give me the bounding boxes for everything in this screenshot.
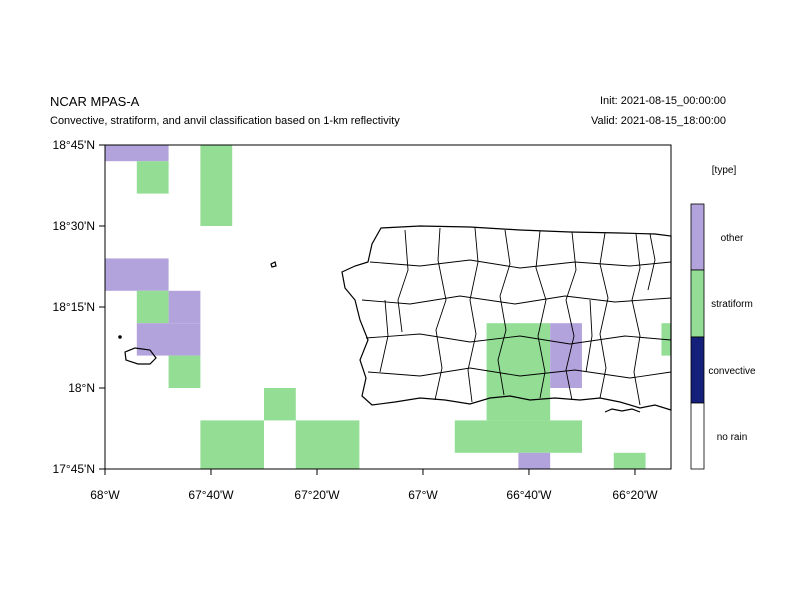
legend-swatch-no-rain	[690, 402, 705, 470]
cell-other-0	[105, 145, 169, 162]
y-tick-label-4: 17°45'N	[53, 462, 95, 476]
cell-stratiform-9	[200, 420, 264, 469]
coastline-puerto-rico	[118, 225, 672, 413]
init-time: Init: 2021-08-15_00:00:00	[600, 95, 726, 107]
y-tick-label-3: 18°N	[68, 381, 95, 395]
x-tick-label-5: 66°20'W	[612, 488, 658, 502]
x-tick-label-0: 68°W	[90, 488, 120, 502]
legend-label-stratiform: stratiform	[711, 299, 753, 310]
cell-stratiform-2	[200, 145, 233, 226]
cell-other-6	[136, 323, 201, 356]
legend-label-convective: convective	[708, 366, 756, 377]
y-tick-label-2: 18°15'N	[53, 300, 95, 314]
y-tick-label-0: 18°45'N	[53, 138, 95, 152]
municipality-borders	[361, 227, 672, 406]
legend-swatch-other	[690, 203, 705, 271]
x-tick-label-4: 66°40'W	[506, 488, 552, 502]
cell-stratiform-10	[295, 420, 360, 469]
cell-other-3	[105, 258, 169, 291]
y-tick-label-1: 18°30'N	[53, 219, 95, 233]
desecheo-outline	[270, 261, 277, 268]
cell-stratiform-8	[263, 388, 296, 421]
cell-stratiform-13	[454, 420, 582, 453]
vieques-outline	[604, 408, 641, 413]
mona-island-outline	[124, 347, 157, 365]
x-tick-label-2: 67°20'W	[294, 488, 340, 502]
legend-swatch-convective	[690, 336, 705, 404]
cell-other-14	[518, 452, 551, 469]
puerto-rico-outline	[341, 225, 672, 411]
cell-other-12	[550, 323, 582, 388]
cell-stratiform-1	[136, 161, 169, 194]
legend: [type] other stratiform convective no ra…	[690, 165, 756, 470]
cell-stratiform-4	[136, 290, 169, 324]
cell-stratiform-7	[168, 355, 201, 388]
y-axis: 18°45'N 18°30'N 18°15'N 18°N 17°45'N	[53, 138, 105, 476]
x-tick-label-1: 67°40'W	[188, 488, 234, 502]
classification-cells	[105, 145, 671, 469]
cell-other-5	[168, 290, 201, 324]
map-title: NCAR MPAS-A	[50, 94, 140, 109]
monito-island	[118, 335, 122, 339]
x-axis: 68°W 67°40'W 67°20'W 67°W 66°40'W 66°20'W	[90, 469, 658, 502]
valid-time: Valid: 2021-08-15_18:00:00	[591, 115, 726, 127]
map-subtitle: Convective, stratiform, and anvil classi…	[50, 115, 400, 127]
cell-stratiform-15	[613, 452, 646, 469]
legend-title: [type]	[712, 165, 737, 176]
legend-label-no-rain: no rain	[717, 432, 748, 443]
legend-swatch-stratiform	[690, 269, 705, 338]
legend-label-other: other	[721, 233, 744, 244]
x-tick-label-3: 67°W	[408, 488, 438, 502]
